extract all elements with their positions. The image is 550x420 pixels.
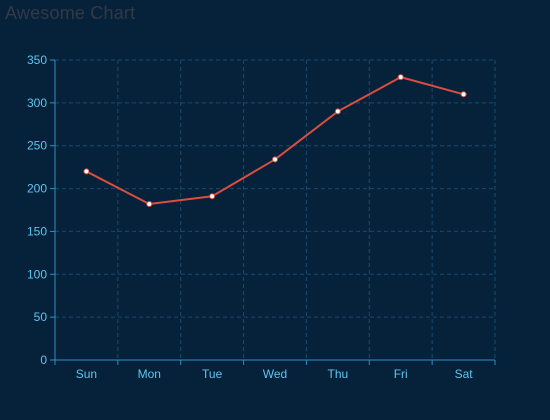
x-tick-label: Tue bbox=[202, 367, 223, 381]
y-tick-label: 0 bbox=[40, 353, 47, 367]
label-layer: 0 50 100 150 200 250 300 350 Sun Mon Tue Wed Thu Fri S… bbox=[27, 53, 473, 381]
y-tick-label: 150 bbox=[27, 224, 47, 238]
x-tick-label: Fri bbox=[394, 367, 408, 381]
data-point bbox=[146, 201, 153, 207]
x-tick-label: Sun bbox=[76, 367, 97, 381]
grid-layer bbox=[55, 59, 496, 360]
y-tick-label: 200 bbox=[27, 182, 47, 196]
x-tick-label: Wed bbox=[263, 367, 287, 381]
y-tick-label: 350 bbox=[27, 53, 47, 67]
y-tick-label: 100 bbox=[27, 267, 47, 281]
axis-layer bbox=[50, 59, 496, 365]
series-layer bbox=[83, 74, 467, 207]
data-point bbox=[334, 108, 341, 115]
x-tick-label: Sat bbox=[455, 367, 474, 381]
data-point bbox=[272, 156, 278, 163]
data-point bbox=[209, 193, 216, 200]
chart-title: Awesome Chart bbox=[5, 3, 136, 23]
y-tick-label: 300 bbox=[27, 96, 47, 110]
data-point bbox=[83, 168, 90, 175]
x-tick-label: Thu bbox=[328, 367, 349, 381]
x-tick-label: Mon bbox=[138, 367, 161, 381]
y-tick-label: 50 bbox=[34, 310, 48, 324]
series-line bbox=[85, 76, 464, 205]
data-point bbox=[460, 91, 467, 98]
data-point bbox=[397, 74, 404, 81]
y-tick-label: 250 bbox=[27, 139, 47, 153]
